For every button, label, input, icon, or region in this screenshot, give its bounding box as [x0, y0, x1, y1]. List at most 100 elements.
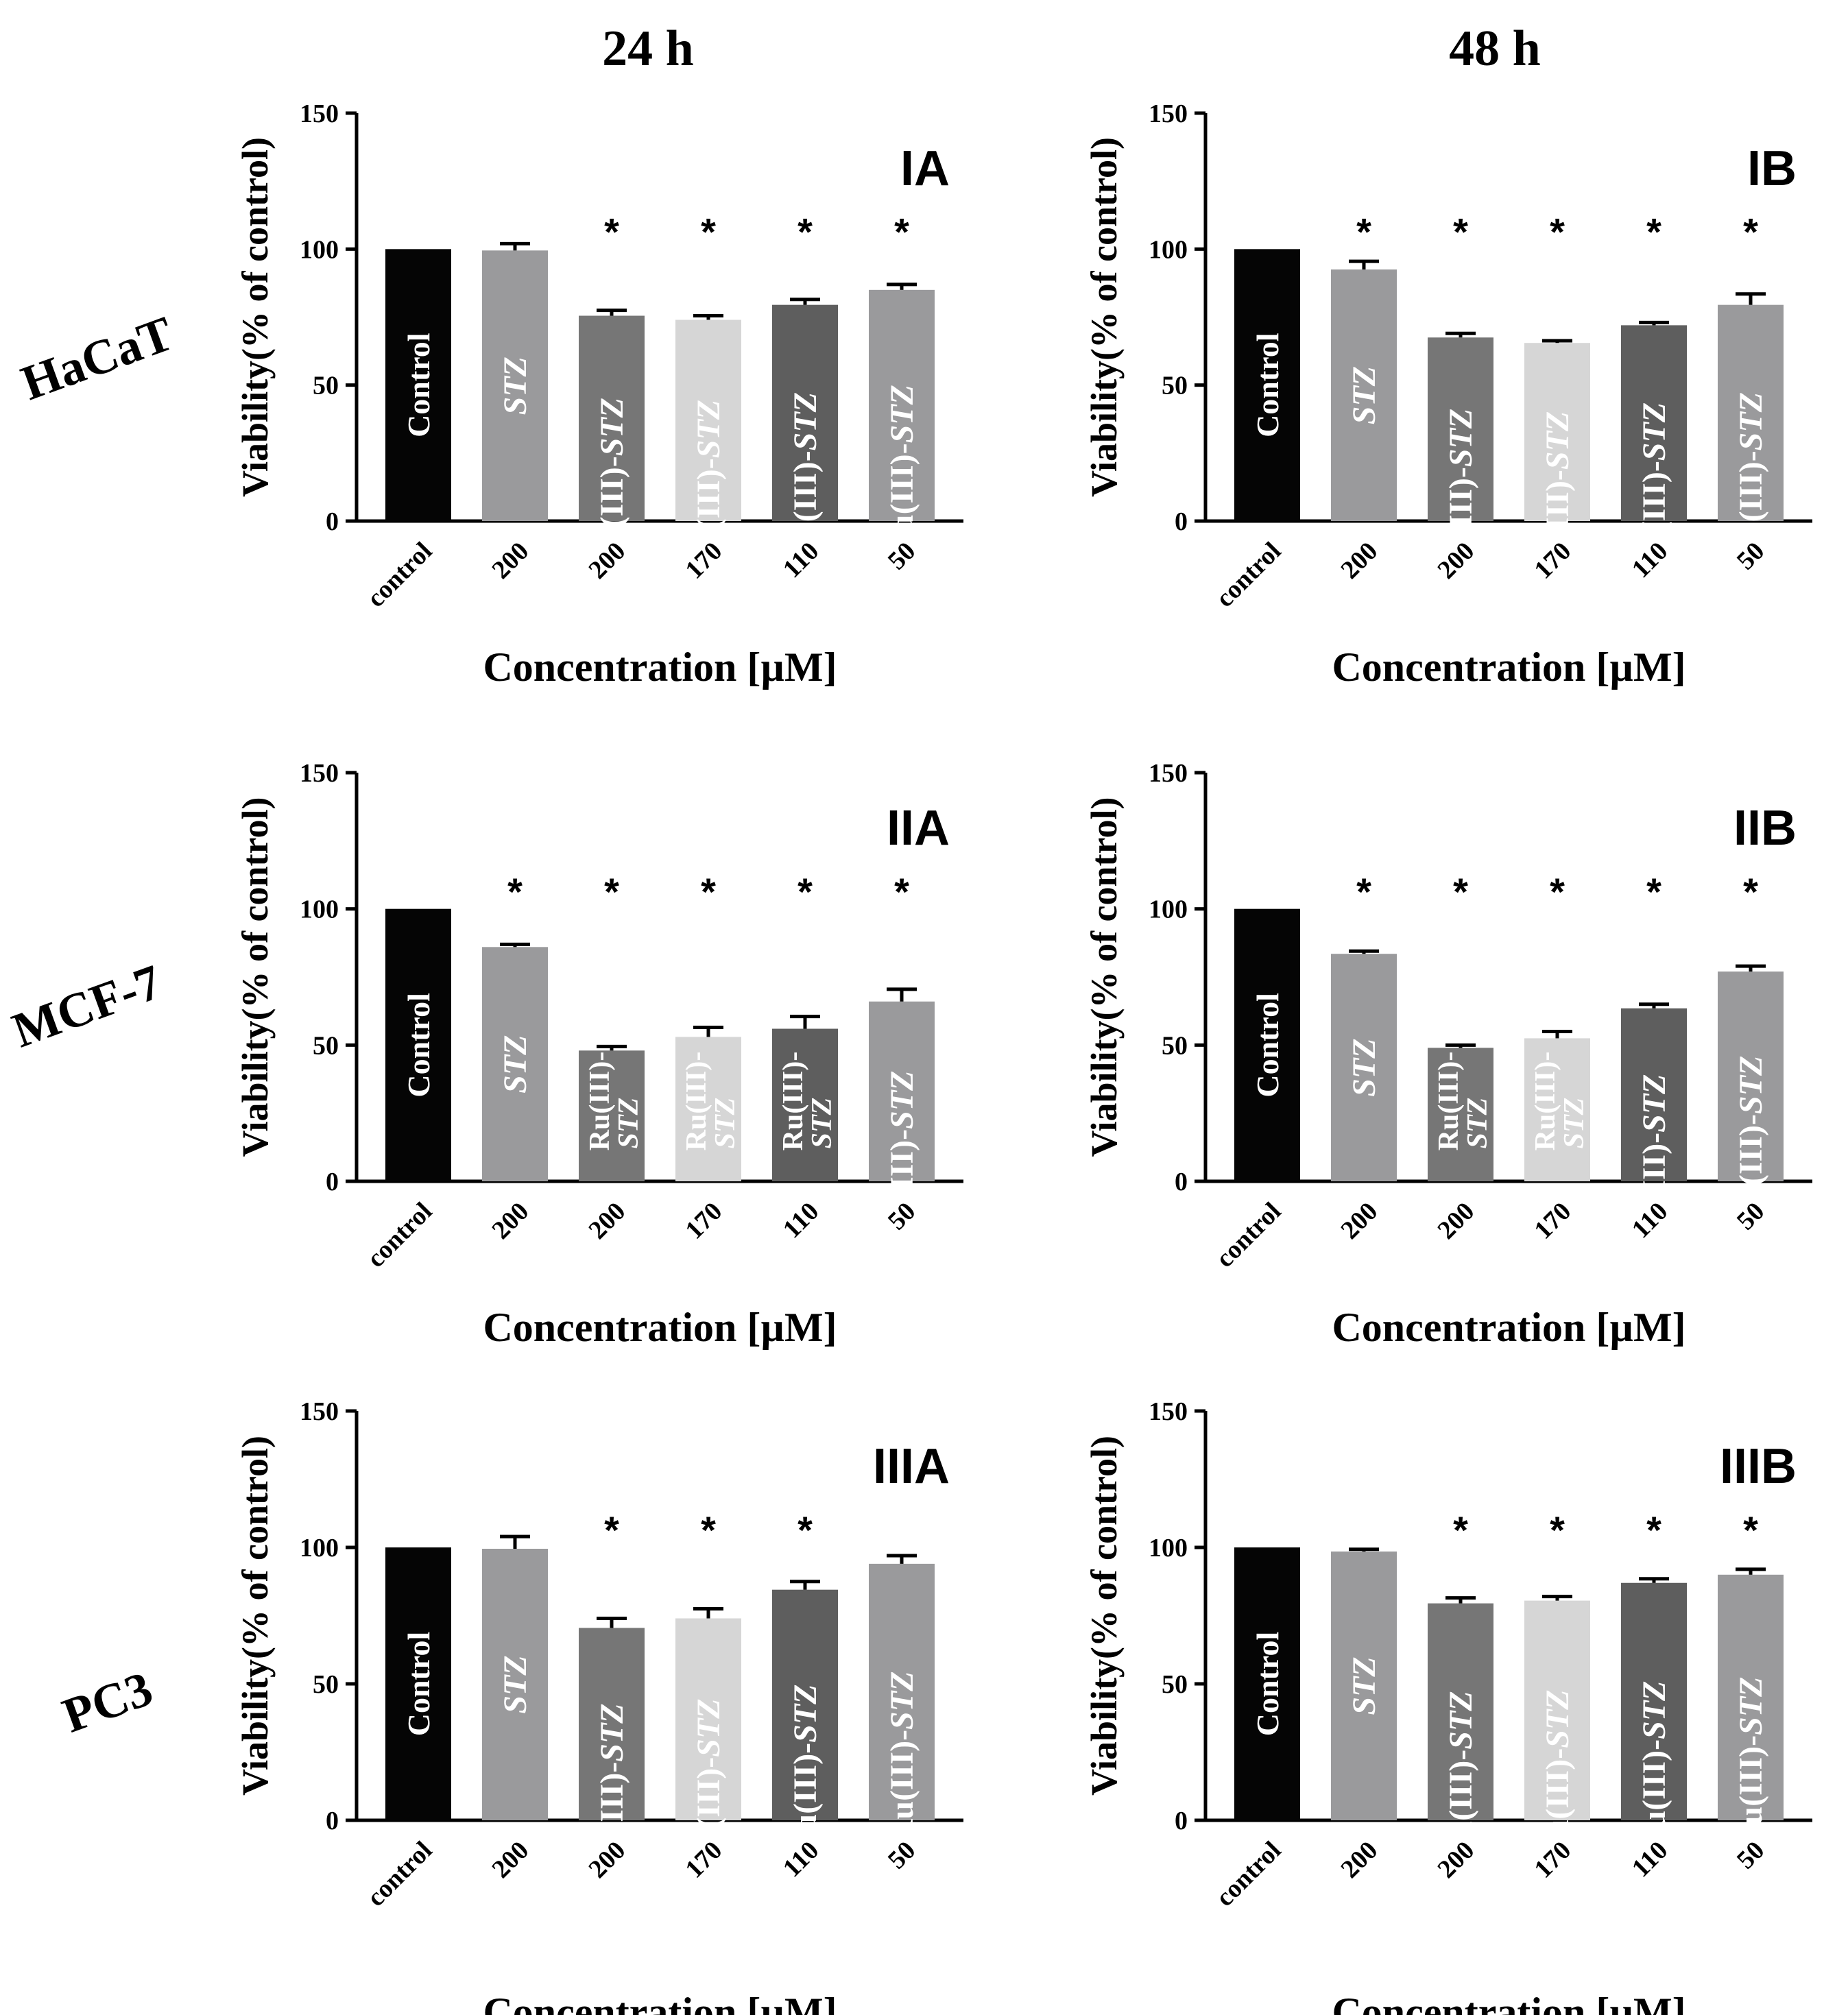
x-tick-label-3: 170	[1528, 1197, 1576, 1245]
panel-IIB: IIB 0 50 100 150 Viability(% of control) Conce…	[1083, 759, 1812, 1350]
bar-label-3-line1: Ru(III)-	[681, 1052, 712, 1151]
bar-4	[1621, 1582, 1687, 1820]
bar-label-5: Ru(III)-STZ	[1733, 392, 1769, 564]
x-tick-label-4: 110	[778, 1197, 825, 1244]
significance-star-2: *	[1453, 210, 1468, 253]
y-tick-label: 100	[1149, 235, 1188, 264]
significance-star-5: *	[894, 210, 909, 253]
x-tick-label-0: control	[361, 1197, 437, 1273]
bar-4	[1621, 325, 1687, 521]
x-tick-label-0: control	[1210, 1197, 1286, 1273]
bar-label-0: Control	[1250, 333, 1285, 437]
bar-label-2: Ru(III)-STZ	[594, 398, 630, 570]
bar-1	[482, 947, 548, 1181]
y-tick-label: 50	[313, 372, 339, 400]
bar-label-2-line1: Ru(III)-	[1433, 1052, 1465, 1151]
bar-label-1: STZ	[497, 357, 533, 415]
bar-label-4: Ru(III)-STZ	[787, 392, 824, 564]
panel-label: IIIA	[873, 1439, 950, 1494]
x-axis-label: Concentration [µM]	[1332, 1305, 1685, 1350]
significance-star-4: *	[1646, 210, 1661, 253]
significance-star-4: *	[797, 870, 813, 913]
x-tick-label-1: 200	[1335, 1197, 1383, 1245]
significance-star-2: *	[1453, 1508, 1468, 1552]
y-tick-label: 0	[1175, 1807, 1188, 1835]
bar-label-2-line2: STZ	[613, 1098, 645, 1149]
bar-label-3-line1: Ru(III)-	[1530, 1052, 1561, 1151]
bar-4	[1621, 1008, 1687, 1181]
panel-IA: IA 0 50 100 150 Viability(% of control) Concen…	[235, 99, 963, 690]
bar-0	[385, 908, 451, 1181]
bar-label-0: Control	[1250, 993, 1285, 1098]
bar-5	[869, 1563, 935, 1820]
y-tick-label: 0	[326, 1168, 339, 1196]
bar-label-0: Control	[401, 993, 436, 1098]
significance-star-3: *	[1550, 1508, 1565, 1552]
bar-5	[1718, 1574, 1784, 1820]
bar-4	[772, 1028, 838, 1181]
bar-0	[385, 249, 451, 521]
bar-label-2-line2: STZ	[1462, 1098, 1493, 1149]
bar-label-3-line2: STZ	[710, 1098, 741, 1149]
x-tick-label-2: 200	[583, 1197, 631, 1245]
y-tick-label: 50	[313, 1031, 339, 1060]
x-tick-label-0: control	[1210, 1836, 1286, 1912]
bar-label-4: Ru(III)-STZ	[1636, 1074, 1672, 1246]
significance-star-5: *	[894, 870, 909, 913]
x-axis-label: Concentration [µM]	[483, 644, 837, 690]
bar-3	[675, 319, 741, 521]
y-tick-label: 0	[326, 1807, 339, 1835]
panel-label: IIIB	[1720, 1439, 1797, 1494]
y-tick-label: 100	[300, 1534, 339, 1562]
bar-label-5: Ru(III)-STZ	[1733, 1677, 1769, 1849]
significance-star-1: *	[1356, 210, 1371, 253]
bar-label-0: Control	[1250, 1632, 1285, 1737]
x-tick-label-0: control	[1210, 537, 1286, 613]
x-tick-label-1: 200	[486, 1197, 534, 1245]
bar-label-1: STZ	[497, 1655, 533, 1713]
bar-label-3: Ru(III)-STZ	[1539, 1689, 1576, 1861]
panel-IIIA: IIIA 0 50 100 150 Viability(% of control) Conc…	[235, 1397, 963, 2015]
x-tick-label-0: control	[361, 537, 437, 613]
y-tick-label: 50	[1162, 1670, 1188, 1699]
bar-1	[482, 1548, 548, 1820]
bar-2	[579, 315, 645, 521]
bar-label-5: Ru(III)-STZ	[1733, 1056, 1769, 1228]
y-tick-label: 50	[313, 1670, 339, 1699]
bar-label-4: Ru(III)-STZ	[787, 1684, 824, 1856]
row-label-mcf7: MCF-7	[5, 954, 169, 1059]
y-axis-label: Viability(% of control)	[235, 137, 276, 497]
y-tick-label: 100	[1149, 895, 1188, 924]
x-tick-label-1: 200	[486, 537, 534, 585]
bar-label-5: Ru(III)-STZ	[884, 1071, 920, 1243]
significance-star-2: *	[1453, 870, 1468, 913]
bar-label-3-line2: STZ	[1559, 1098, 1590, 1149]
row-label-hacat: HaCaT	[14, 306, 180, 411]
bar-label-0: Control	[401, 1632, 436, 1737]
panel-label: IIB	[1733, 801, 1797, 856]
bar-3	[675, 1618, 741, 1820]
bar-label-3: Ru(III)-STZ	[691, 1698, 727, 1870]
x-tick-label-3: 170	[680, 1197, 728, 1245]
panel-label: IIA	[887, 801, 950, 856]
significance-star-4: *	[797, 210, 813, 253]
bar-5	[1718, 304, 1784, 521]
x-axis-label: Concentration [µM]	[483, 1990, 837, 2015]
bar-label-2-line1: Ru(III)-	[584, 1052, 616, 1151]
x-tick-label-2: 200	[1432, 1197, 1480, 1245]
y-tick-label: 0	[1175, 507, 1188, 536]
y-axis-label: Viability(% of control)	[1083, 137, 1125, 497]
x-tick-label-1: 200	[1335, 1836, 1383, 1884]
bar-2	[579, 1050, 645, 1181]
significance-star-4: *	[797, 1508, 813, 1552]
bar-2	[1428, 1048, 1493, 1181]
significance-star-5: *	[1743, 870, 1758, 913]
bar-2	[1428, 337, 1493, 521]
significance-star-4: *	[1646, 1508, 1661, 1552]
x-tick-label-1: 200	[1335, 537, 1383, 585]
significance-star-3: *	[1550, 870, 1565, 913]
significance-star-4: *	[1646, 870, 1661, 913]
y-tick-label: 150	[300, 1397, 339, 1426]
x-tick-label-1: 200	[486, 1836, 534, 1884]
